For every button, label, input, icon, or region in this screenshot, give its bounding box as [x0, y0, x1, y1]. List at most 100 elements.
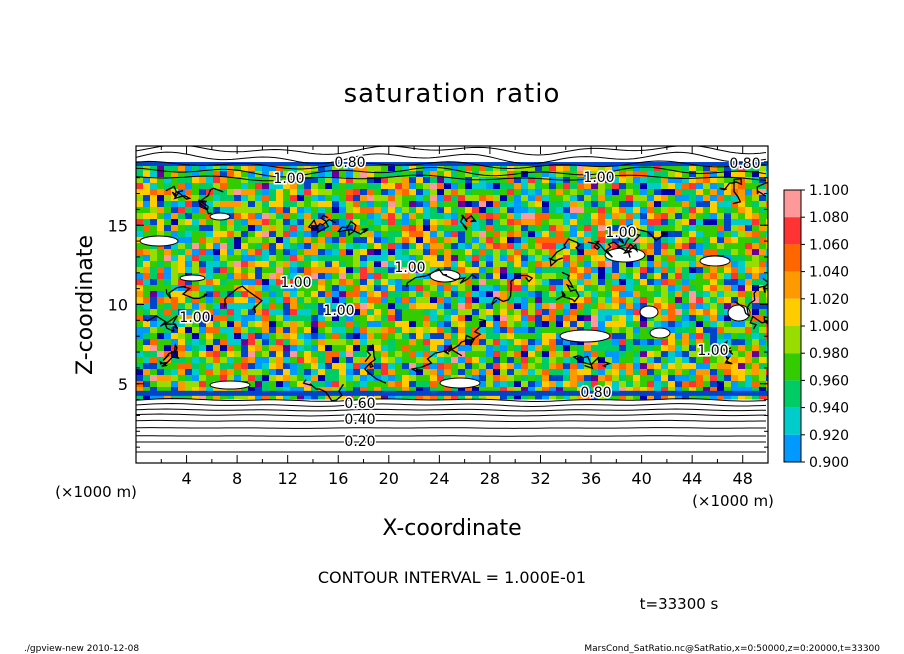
field-cell — [500, 171, 508, 178]
field-cell — [724, 351, 732, 358]
field-cell — [248, 183, 256, 190]
field-cell — [591, 249, 599, 256]
field-cell — [248, 297, 256, 304]
field-cell — [332, 393, 340, 400]
field-cell — [227, 369, 235, 376]
field-cell — [409, 387, 417, 394]
field-cell — [227, 387, 235, 394]
field-cell — [591, 267, 599, 274]
field-cell — [577, 189, 585, 196]
field-cell — [325, 255, 333, 262]
field-cell — [437, 183, 445, 190]
field-cell — [661, 309, 669, 316]
field-cell — [724, 279, 732, 286]
field-cell — [640, 261, 648, 268]
field-cell — [227, 225, 235, 232]
field-cell — [206, 285, 214, 292]
field-cell — [388, 237, 396, 244]
field-cell — [759, 381, 767, 388]
field-cell — [143, 363, 151, 370]
field-cell — [269, 357, 277, 364]
field-cell — [710, 207, 718, 214]
field-cell — [157, 183, 165, 190]
field-cell — [234, 219, 242, 226]
field-cell — [556, 339, 564, 346]
field-cell — [206, 201, 214, 208]
field-cell — [227, 285, 235, 292]
field-cell — [465, 315, 473, 322]
field-cell — [710, 375, 718, 382]
field-cell — [248, 201, 256, 208]
field-cell — [619, 393, 627, 400]
field-cell — [724, 375, 732, 382]
field-cell — [458, 249, 466, 256]
field-cell — [647, 243, 655, 250]
field-cell — [339, 273, 347, 280]
field-cell — [570, 351, 578, 358]
field-cell — [528, 345, 536, 352]
field-cell — [486, 261, 494, 268]
field-cell — [192, 351, 200, 358]
contour-line — [307, 214, 336, 234]
field-cell — [185, 363, 193, 370]
field-cell — [738, 285, 746, 292]
field-cell — [416, 381, 424, 388]
field-cell — [227, 309, 235, 316]
field-cell — [430, 165, 438, 172]
field-cell — [325, 387, 333, 394]
field-cell — [668, 315, 676, 322]
field-cell — [318, 267, 326, 274]
field-cell — [374, 357, 382, 364]
field-cell — [493, 189, 501, 196]
field-cell — [297, 255, 305, 262]
field-cell — [745, 189, 753, 196]
field-cell — [318, 231, 326, 238]
field-cell — [493, 339, 501, 346]
field-cell — [759, 339, 767, 346]
field-cell — [689, 339, 697, 346]
field-cell — [269, 273, 277, 280]
field-cell — [458, 309, 466, 316]
field-cell — [297, 171, 305, 178]
field-cell — [493, 207, 501, 214]
field-cell — [633, 321, 641, 328]
field-cell — [514, 393, 522, 400]
field-cell — [605, 285, 613, 292]
field-cell — [234, 339, 242, 346]
field-cell — [521, 321, 529, 328]
field-cell — [472, 387, 480, 394]
field-cell — [262, 309, 270, 316]
field-cell — [647, 387, 655, 394]
field-cell — [290, 195, 298, 202]
field-cell — [276, 291, 284, 298]
field-cell — [171, 165, 179, 172]
field-cell — [381, 177, 389, 184]
field-cell — [458, 315, 466, 322]
field-cell — [493, 255, 501, 262]
field-cell — [234, 309, 242, 316]
field-cell — [143, 285, 151, 292]
field-cell — [150, 285, 158, 292]
field-cell — [360, 375, 368, 382]
field-cell — [213, 207, 221, 214]
field-cell — [136, 339, 144, 346]
field-cell — [675, 369, 683, 376]
field-cell — [647, 363, 655, 370]
field-cell — [577, 165, 585, 172]
field-cell — [584, 231, 592, 238]
field-cell — [178, 297, 186, 304]
field-cell — [241, 231, 249, 238]
field-cell — [297, 303, 305, 310]
field-cell — [409, 219, 417, 226]
field-cell — [297, 345, 305, 352]
field-cell — [255, 327, 263, 334]
field-cell — [346, 165, 354, 172]
field-cell — [171, 171, 179, 178]
field-cell — [164, 165, 172, 172]
field-cell — [409, 357, 417, 364]
field-cell — [157, 201, 165, 208]
colorbar-label: 0.900 — [809, 455, 849, 471]
field-cell — [388, 327, 396, 334]
field-cell — [563, 213, 571, 220]
field-cell — [234, 231, 242, 238]
